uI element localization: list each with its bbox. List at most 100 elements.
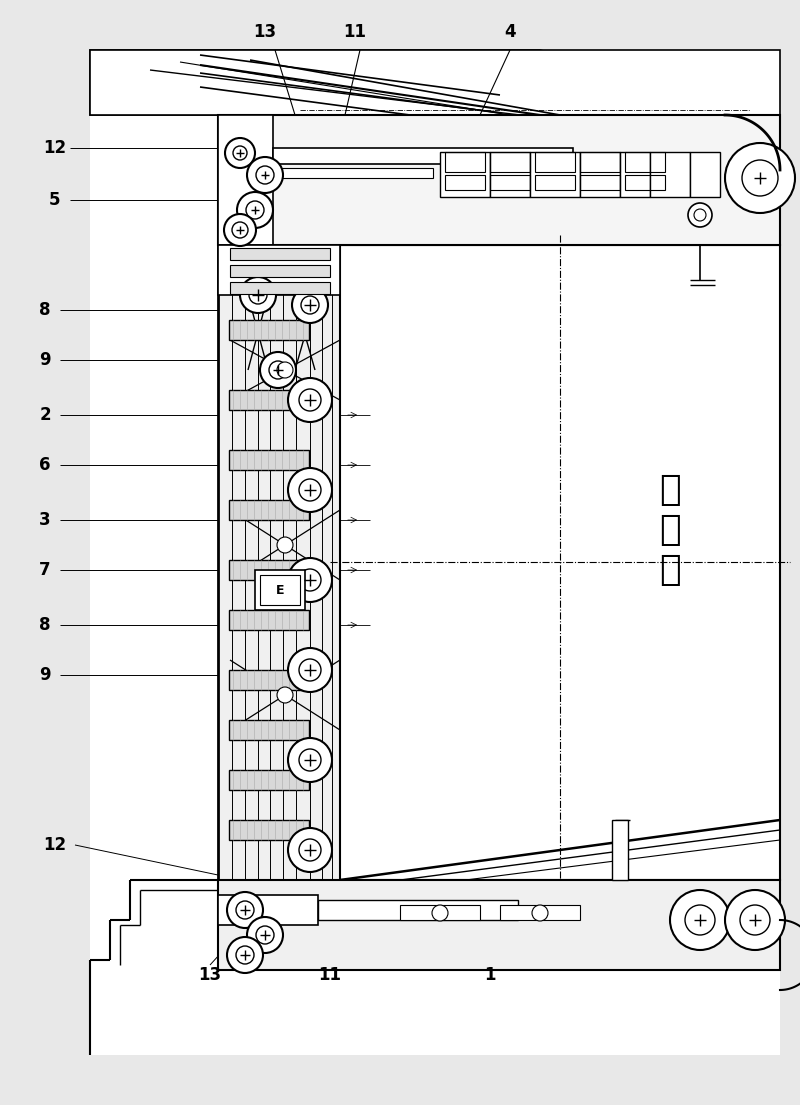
Circle shape	[269, 361, 287, 379]
Bar	[535, 152, 575, 172]
Circle shape	[725, 890, 785, 950]
Bar	[230, 265, 330, 277]
Circle shape	[240, 277, 276, 313]
Circle shape	[277, 362, 293, 378]
Circle shape	[236, 946, 254, 964]
Circle shape	[288, 469, 332, 512]
Circle shape	[237, 192, 273, 228]
Circle shape	[247, 157, 283, 193]
Bar	[229, 499, 309, 520]
Circle shape	[742, 160, 778, 196]
Text: 8: 8	[39, 615, 50, 634]
Bar	[230, 248, 330, 260]
Bar	[230, 282, 330, 294]
Circle shape	[299, 749, 321, 771]
Circle shape	[227, 937, 263, 974]
Circle shape	[725, 143, 795, 213]
Bar	[490, 152, 530, 172]
Polygon shape	[90, 50, 780, 115]
Bar	[273, 148, 573, 164]
Circle shape	[277, 537, 293, 552]
Text: E: E	[276, 583, 284, 597]
Circle shape	[292, 287, 328, 323]
Circle shape	[233, 146, 247, 160]
Bar	[218, 245, 340, 295]
Bar	[490, 152, 530, 197]
Bar	[229, 450, 309, 470]
Bar	[580, 152, 620, 197]
Text: 局: 局	[659, 473, 681, 507]
Circle shape	[288, 378, 332, 422]
Bar	[229, 720, 309, 740]
Text: 9: 9	[39, 666, 51, 684]
Bar	[260, 575, 300, 606]
Bar	[218, 115, 273, 245]
Bar	[229, 670, 309, 690]
Circle shape	[299, 389, 321, 411]
Text: 4: 4	[504, 23, 516, 41]
Circle shape	[688, 203, 712, 227]
Circle shape	[288, 828, 332, 872]
Bar	[340, 245, 780, 880]
Circle shape	[232, 222, 248, 238]
Bar	[318, 899, 518, 920]
Circle shape	[260, 352, 296, 388]
Bar	[229, 320, 309, 340]
Circle shape	[288, 738, 332, 782]
Bar	[580, 175, 620, 190]
Bar	[580, 152, 620, 172]
Bar	[218, 115, 340, 899]
Bar	[255, 570, 305, 610]
Bar	[500, 905, 580, 920]
Circle shape	[256, 166, 274, 185]
Circle shape	[224, 214, 256, 246]
Bar	[535, 175, 575, 190]
Bar	[273, 168, 433, 178]
Circle shape	[277, 687, 293, 703]
Text: 11: 11	[343, 23, 366, 41]
Circle shape	[299, 569, 321, 591]
Circle shape	[225, 138, 255, 168]
Bar	[229, 560, 309, 580]
Circle shape	[299, 839, 321, 861]
Bar	[445, 152, 485, 172]
Circle shape	[249, 286, 267, 304]
Bar	[218, 880, 780, 970]
Circle shape	[740, 905, 770, 935]
Bar	[445, 175, 485, 190]
Bar	[400, 905, 480, 920]
Bar	[229, 260, 309, 280]
Text: 部: 部	[659, 513, 681, 547]
Text: 8: 8	[39, 301, 50, 319]
Bar	[90, 50, 780, 1055]
Bar	[218, 895, 318, 925]
Circle shape	[236, 901, 254, 919]
Circle shape	[432, 905, 448, 920]
Bar	[612, 820, 628, 880]
Circle shape	[256, 926, 274, 944]
Bar	[690, 152, 720, 197]
Text: 13: 13	[254, 23, 277, 41]
Text: 3: 3	[39, 511, 51, 529]
Polygon shape	[90, 50, 780, 115]
Circle shape	[288, 558, 332, 602]
Circle shape	[694, 209, 706, 221]
Circle shape	[532, 905, 548, 920]
Bar	[218, 115, 780, 245]
Text: 12: 12	[43, 836, 66, 854]
Text: 2: 2	[39, 406, 51, 424]
Circle shape	[299, 659, 321, 681]
Text: 11: 11	[318, 966, 342, 983]
Bar	[530, 152, 580, 197]
Circle shape	[301, 296, 319, 314]
Bar	[620, 152, 650, 197]
Bar	[625, 175, 665, 190]
Bar	[440, 152, 490, 197]
Bar	[625, 152, 665, 172]
Circle shape	[299, 478, 321, 501]
Text: 6: 6	[39, 456, 50, 474]
Text: 图: 图	[659, 552, 681, 587]
Bar	[229, 820, 309, 840]
Bar	[490, 175, 530, 190]
Text: 5: 5	[50, 191, 61, 209]
